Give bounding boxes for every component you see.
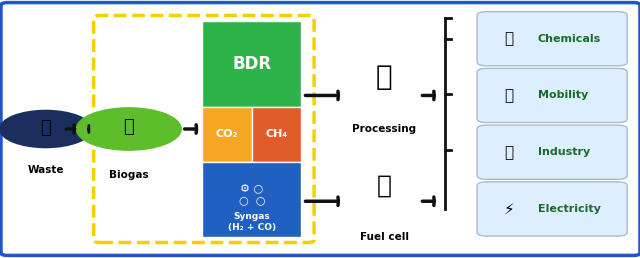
Text: ⚡: ⚡	[504, 201, 515, 216]
Text: 🗑: 🗑	[40, 119, 51, 137]
Circle shape	[0, 110, 92, 148]
Text: 🔥: 🔥	[124, 118, 134, 136]
FancyBboxPatch shape	[477, 125, 627, 179]
Text: Processing: Processing	[353, 124, 417, 134]
FancyBboxPatch shape	[477, 12, 627, 66]
FancyBboxPatch shape	[477, 68, 627, 123]
Text: CO₂: CO₂	[216, 130, 238, 139]
Text: Chemicals: Chemicals	[538, 34, 601, 44]
Text: 🏗: 🏗	[504, 145, 513, 160]
FancyBboxPatch shape	[1, 3, 640, 255]
Text: BDR: BDR	[232, 55, 271, 73]
FancyBboxPatch shape	[477, 182, 627, 236]
Text: Waste: Waste	[28, 165, 64, 175]
Text: 🔋: 🔋	[377, 174, 392, 198]
Text: Biogas: Biogas	[109, 171, 148, 180]
Text: 🔬: 🔬	[504, 31, 513, 46]
FancyBboxPatch shape	[252, 107, 301, 162]
Text: Industry: Industry	[538, 147, 590, 157]
Text: Syngas
(H₂ + CO): Syngas (H₂ + CO)	[228, 213, 276, 232]
Circle shape	[76, 108, 181, 150]
Text: Electricity: Electricity	[538, 204, 600, 214]
Text: Fuel cell: Fuel cell	[360, 232, 409, 242]
Text: CH₄: CH₄	[266, 130, 288, 139]
FancyBboxPatch shape	[202, 107, 252, 162]
Text: Mobility: Mobility	[538, 91, 588, 100]
Text: 🏭: 🏭	[376, 63, 393, 91]
FancyBboxPatch shape	[202, 21, 301, 107]
Text: ⚙ ○
○  ○: ⚙ ○ ○ ○	[239, 183, 265, 205]
FancyBboxPatch shape	[202, 162, 301, 237]
Text: ⛽: ⛽	[504, 88, 513, 103]
